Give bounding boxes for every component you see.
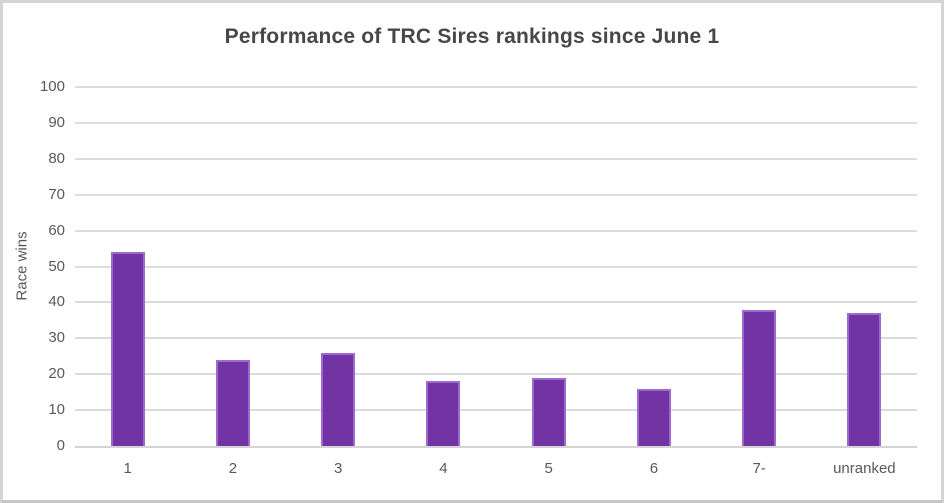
y-axis-tick-label: 80: [48, 149, 65, 167]
bar-slot: [286, 87, 391, 446]
y-axis-tick-label: 0: [56, 437, 65, 454]
y-axis-tick-labels: 0 10 20 30 40 50 60 70 80 90 100: [3, 3, 65, 500]
bar-6: [636, 388, 671, 446]
x-axis-label: 1: [123, 460, 132, 477]
bar-slot: [75, 87, 180, 446]
bar-unranked: [847, 313, 882, 446]
x-axis-label: 5: [544, 460, 553, 477]
gridline: [75, 265, 917, 268]
gridline: [75, 229, 917, 232]
bar-1: [110, 252, 145, 446]
bar-3: [321, 352, 356, 446]
gridline: [75, 337, 917, 340]
x-axis-labels: 1 2 3 4 5 6 7- unranked: [75, 460, 917, 477]
x-axis-label: unranked: [833, 460, 896, 477]
chart-title: Performance of TRC Sires rankings since …: [224, 25, 720, 48]
bar-2: [215, 359, 250, 446]
x-axis-label: 2: [228, 460, 238, 477]
gridline: [75, 86, 917, 88]
bar-4: [426, 381, 461, 446]
y-axis-tick-label: 90: [48, 113, 65, 131]
bar-slot: [180, 87, 285, 446]
gridline: [75, 301, 917, 304]
gridline: [75, 121, 917, 124]
gridline: [75, 193, 917, 196]
x-axis-label: 7-: [752, 460, 766, 477]
y-axis-tick-label: 100: [39, 78, 65, 95]
y-axis-tick-label: 70: [48, 185, 65, 203]
x-axis-label: 3: [333, 460, 343, 477]
y-axis-tick-label: 10: [48, 401, 65, 419]
x-axis-label: 4: [439, 460, 448, 477]
gridline: [75, 373, 917, 376]
bar-slot: [707, 87, 812, 446]
y-axis-tick-label: 50: [48, 257, 65, 275]
x-axis-label: 6: [649, 460, 659, 477]
gridline: [75, 157, 917, 160]
bar-5: [531, 377, 566, 446]
bar-slot: [601, 87, 706, 446]
bar-slot: [812, 87, 917, 446]
y-axis-tick-label: 40: [48, 293, 65, 311]
y-axis-tick-label: 30: [48, 329, 65, 347]
bar-slot: [496, 87, 601, 446]
gridline: [75, 409, 917, 412]
bar-slot: [391, 87, 496, 446]
bar-series: [75, 87, 917, 446]
y-axis-tick-label: 20: [48, 365, 65, 383]
y-axis-tick-label: 60: [48, 221, 65, 239]
plot-area: [75, 86, 917, 448]
bar-7-: [742, 309, 777, 446]
